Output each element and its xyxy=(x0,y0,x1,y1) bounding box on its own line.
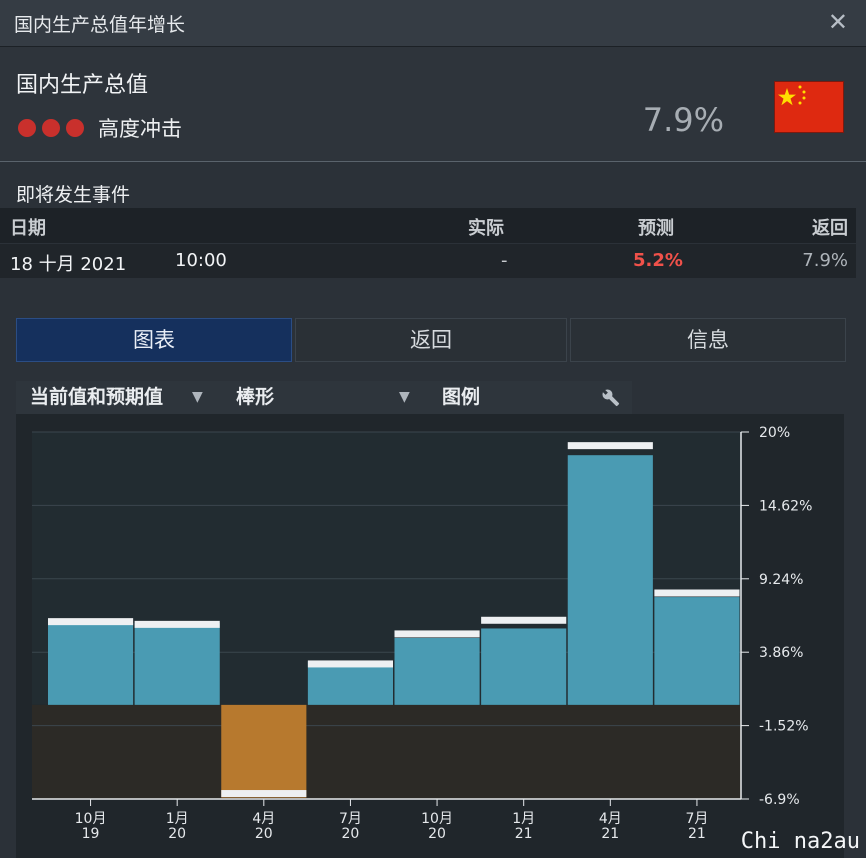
chart-type-label: 棒形 xyxy=(236,386,275,408)
legend-label: 图例 xyxy=(442,386,481,408)
event-previous: 7.9% xyxy=(802,250,848,271)
table-row[interactable]: 18 十月 2021 10:00 - 5.2% 7.9% xyxy=(0,244,856,278)
indicator-value: 7.9% xyxy=(642,101,724,139)
indicator-name: 国内生产总值 xyxy=(16,73,149,98)
bar xyxy=(134,623,220,705)
x-tick-label: 7月 21 xyxy=(685,811,708,842)
col-forecast: 预测 xyxy=(638,218,674,239)
col-previous: 返回 xyxy=(812,218,848,239)
expected-marker xyxy=(654,589,740,597)
impact-row: 高度冲击 xyxy=(18,113,182,143)
tab-bar: 图表 返回 信息 xyxy=(16,318,846,363)
impact-dot-icon xyxy=(18,119,36,137)
divider xyxy=(0,161,866,162)
x-tick-label: 1月 21 xyxy=(512,811,535,842)
impact-dot-icon xyxy=(66,119,84,137)
x-tick-label: 10月 19 xyxy=(75,811,107,842)
indicator-header: 国内生产总值 高度冲击 7.9% xyxy=(0,47,866,161)
chevron-down-icon: ▼ xyxy=(192,389,203,405)
bar xyxy=(567,455,653,705)
bar xyxy=(481,628,567,705)
upcoming-heading: 即将发生事件 xyxy=(16,184,131,206)
expected-marker xyxy=(567,442,653,450)
bar xyxy=(221,704,307,798)
window-title: 国内生产总值年增长 xyxy=(14,14,186,36)
expected-marker xyxy=(134,620,220,628)
expected-marker xyxy=(48,618,134,626)
chart-type-select[interactable]: 棒形 ▼ xyxy=(222,381,427,414)
series-select-label: 当前值和预期值 xyxy=(30,386,164,408)
x-tick-label: 4月 20 xyxy=(252,811,275,842)
tab-previous[interactable]: 返回 xyxy=(295,318,567,362)
bar xyxy=(48,623,134,705)
bar xyxy=(307,661,393,705)
close-icon[interactable]: ✕ xyxy=(827,8,848,36)
y-tick-label: 9.24% xyxy=(759,572,803,588)
y-tick-label: -6.9% xyxy=(759,792,800,808)
chart-negative-area xyxy=(32,704,741,799)
expected-marker xyxy=(221,790,307,798)
col-actual: 实际 xyxy=(468,218,504,239)
expected-marker xyxy=(481,616,567,624)
event-time: 10:00 xyxy=(175,250,227,271)
chart-options-bar: 当前值和预期值 ▼ 棒形 ▼ 图例 xyxy=(16,381,632,414)
wrench-icon xyxy=(600,381,622,425)
y-tick-label: 3.86% xyxy=(759,645,803,661)
x-tick-label: 10月 20 xyxy=(421,811,453,842)
x-tick-label: 4月 21 xyxy=(599,811,622,842)
tab-info[interactable]: 信息 xyxy=(570,318,846,362)
legend-button[interactable]: 图例 xyxy=(428,381,632,414)
y-tick-label: 20% xyxy=(759,425,790,441)
event-actual: - xyxy=(501,250,508,271)
title-bar: 国内生产总值年增长 ✕ xyxy=(0,0,866,47)
y-tick-label: -1.52% xyxy=(759,719,809,735)
col-date: 日期 xyxy=(10,218,46,239)
impact-dot-icon xyxy=(42,119,60,137)
events-table-header: 日期 实际 预测 返回 xyxy=(0,208,856,243)
gdp-bar-chart: 20% 14.62% 9.24% 3.86% -1.52% -6.9% 10月 19 1月 20 4… xyxy=(16,414,844,858)
event-date: 18 十月 2021 xyxy=(10,254,127,275)
x-tick-label: 7月 20 xyxy=(339,811,362,842)
impact-label: 高度冲击 xyxy=(98,117,182,141)
china-flag-icon xyxy=(774,81,844,133)
event-forecast: 5.2% xyxy=(633,250,683,271)
series-select[interactable]: 当前值和预期值 ▼ xyxy=(16,381,221,414)
expected-marker xyxy=(307,660,393,668)
x-tick-label: 1月 20 xyxy=(166,811,189,842)
watermark: Chi na2au xyxy=(740,829,860,854)
bar xyxy=(394,638,480,705)
chevron-down-icon: ▼ xyxy=(399,389,410,405)
tab-chart[interactable]: 图表 xyxy=(16,318,292,362)
bar xyxy=(654,597,740,705)
y-tick-label: 14.62% xyxy=(759,498,812,514)
expected-marker xyxy=(394,630,480,638)
